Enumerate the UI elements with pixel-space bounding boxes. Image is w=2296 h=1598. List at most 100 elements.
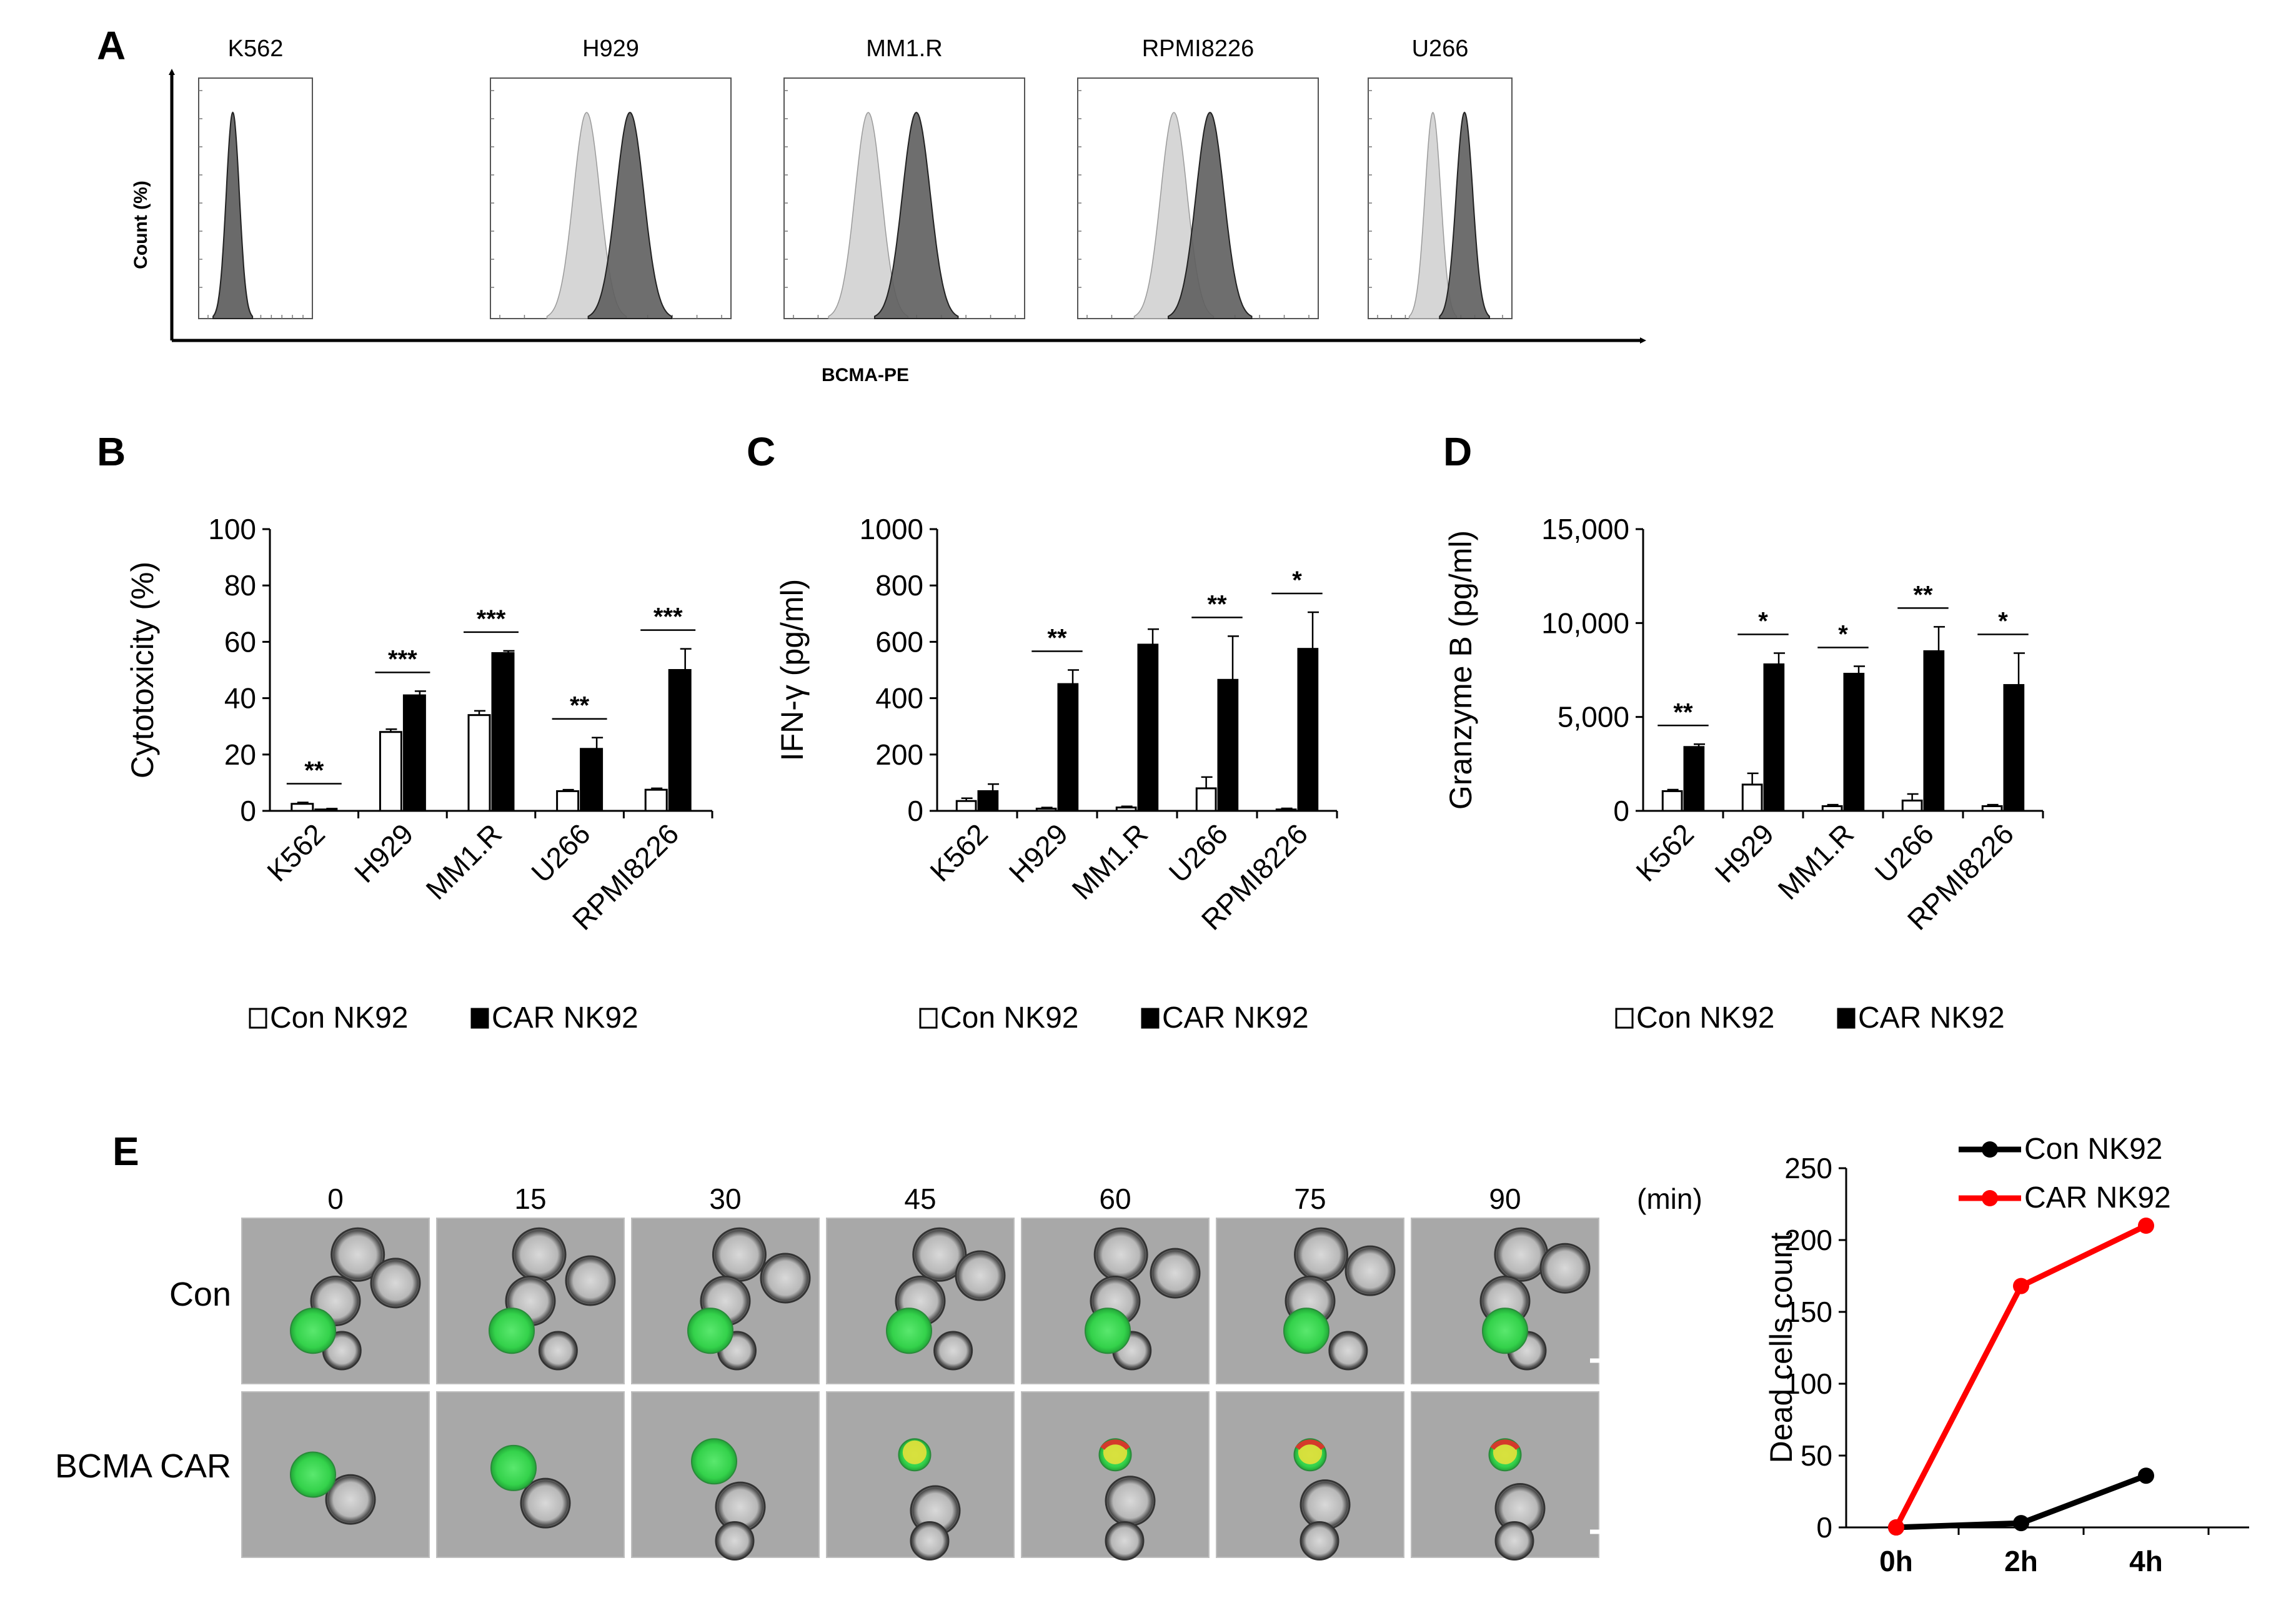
category-label-1-0: K562: [261, 817, 331, 888]
legend-swatch-car-3: [1837, 1008, 1856, 1029]
y-tick-label-2-0: 0: [907, 795, 923, 827]
cell-0-3-1: [955, 1250, 1006, 1301]
hist-bcma-0: [212, 111, 254, 319]
sig-mark-3-3: **: [1913, 581, 1933, 608]
legend-swatch-con-2: [919, 1008, 938, 1029]
target-cell-1-2: [691, 1438, 737, 1485]
line-legend-label-1: CAR NK92: [2024, 1181, 2171, 1214]
bar-3-s1-1: [1763, 663, 1785, 812]
cell-0-2-1: [760, 1253, 811, 1304]
data-point-1-0: [1888, 1519, 1904, 1536]
hist-ylabel: Count (%): [131, 181, 151, 269]
panel-d: D Granzyme B (pg/ml) 0 5,000 10,000 15,000 K5…: [1443, 429, 2044, 1035]
y-tick-label-2-4: 800: [875, 569, 923, 602]
y-tick-label-3-1: 5,000: [1558, 701, 1629, 733]
y-tick-label-2-3: 600: [875, 625, 923, 658]
category-label-1-2: MM1.R: [419, 817, 508, 906]
cell-0-6-1: [1539, 1243, 1591, 1294]
target-cell-0-5: [1283, 1308, 1329, 1354]
panel-letter-d: D: [1443, 429, 1472, 474]
data-point-0-1: [2013, 1515, 2029, 1532]
sig-mark-1-3: **: [570, 692, 590, 720]
category-label-3-0: K562: [1629, 817, 1700, 888]
line-legend-marker-1: [1982, 1190, 1998, 1206]
cell-1-4-1: [1105, 1521, 1145, 1561]
cell-1-4-0: [1105, 1476, 1156, 1527]
yellow-signal-5: [1298, 1440, 1323, 1464]
category-label-3-2: MM1.R: [1771, 817, 1860, 906]
category-label-2-1: H929: [1003, 817, 1075, 889]
category-label-3-3: U266: [1869, 817, 1941, 889]
cell-0-4-0: [1093, 1227, 1148, 1282]
sig-mark-1-4: ***: [654, 603, 683, 631]
cell-0-0-1: [370, 1258, 421, 1309]
legend-label-con-1: Con NK92: [270, 1001, 408, 1035]
bar-1-s1-2: [491, 652, 515, 812]
bar-3-s1-3: [1923, 650, 1945, 812]
y-tick-label-1-3: 60: [224, 625, 256, 658]
time-label-3: 45: [904, 1183, 936, 1215]
legend-label-car-3: CAR NK92: [1858, 1001, 2005, 1035]
red-signal-5: [1295, 1439, 1325, 1451]
time-label-5: 75: [1294, 1183, 1326, 1215]
line-x-tick-label-0: 0h: [1879, 1545, 1913, 1577]
y-axis-label-2: IFN-γ (pg/ml): [775, 579, 810, 762]
line-x-tick-label-2: 4h: [2129, 1545, 2163, 1577]
yellow-signal-4: [1103, 1440, 1128, 1464]
line-y-tick-label-5: 250: [1784, 1152, 1832, 1184]
hist-bcma-3: [1167, 111, 1253, 319]
bar-3-s0-0: [1661, 790, 1683, 812]
category-label-2-3: U266: [1163, 817, 1235, 889]
sig-mark-3-2: *: [1838, 620, 1848, 648]
line-y-tick-label-2: 100: [1784, 1367, 1832, 1400]
y-tick-label-3-0: 0: [1613, 795, 1629, 827]
bar-2-s0-2: [1115, 806, 1137, 812]
legend-label-con-2: Con NK92: [940, 1001, 1078, 1035]
cell-1-2-1: [715, 1521, 755, 1561]
bar-1-s1-0: [314, 808, 338, 812]
line-y-tick-label-3: 150: [1784, 1296, 1832, 1328]
row-label-bcma-car: BCMA CAR: [55, 1447, 231, 1485]
bar-1-s1-4: [668, 669, 692, 812]
cell-1-0-0: [325, 1474, 376, 1525]
y-axis-label-1: Cytotoxicity (%): [125, 562, 160, 778]
sig-mark-3-1: *: [1758, 607, 1768, 635]
panel-e-line-chart: Dead cells count 0 50 100 150 200 250 0h 2h 4h Con…: [1764, 1133, 2249, 1577]
cell-1-6-1: [1494, 1521, 1534, 1561]
red-signal-4: [1100, 1439, 1130, 1451]
y-axis-label-3: Granzyme B (pg/ml): [1443, 530, 1478, 810]
hist-title-4: U266: [1412, 36, 1469, 62]
target-cell-0-2: [687, 1308, 733, 1354]
yellow-signal-3: [902, 1440, 927, 1464]
hist-frame-0: [198, 77, 313, 319]
legend-swatch-car-2: [1141, 1008, 1160, 1029]
line-legend-marker-0: [1982, 1141, 1998, 1158]
y-tick-label-1-5: 100: [208, 513, 256, 545]
target-cell-0-1: [489, 1308, 535, 1354]
bar-3-s1-2: [1843, 673, 1865, 812]
cell-0-6-0: [1494, 1227, 1549, 1282]
hist-title-2: MM1.R: [866, 36, 942, 62]
bar-2-s1-4: [1297, 648, 1319, 812]
hist-title-0: K562: [228, 36, 284, 62]
time-label-0: 0: [327, 1183, 344, 1215]
bar-1-s0-2: [467, 714, 491, 812]
cell-0-4-1: [1150, 1248, 1201, 1299]
bar-3-s0-1: [1741, 783, 1763, 812]
panel-letter-c: C: [747, 429, 775, 474]
sig-mark-3-4: *: [1998, 607, 2008, 635]
cell-0-5-0: [1294, 1227, 1349, 1282]
data-point-0-2: [2138, 1467, 2154, 1484]
bar-1-s1-3: [580, 748, 604, 812]
cell-0-2-0: [712, 1227, 767, 1282]
target-cell-1-1: [490, 1444, 537, 1491]
hist-bcma-4: [1439, 111, 1490, 319]
cell-0-3-3: [933, 1331, 973, 1371]
cell-1-3-1: [910, 1521, 950, 1561]
bar-3-s1-0: [1683, 746, 1705, 812]
cell-0-3-0: [912, 1227, 967, 1282]
y-tick-label-2-2: 400: [875, 682, 923, 715]
bar-2-s0-4: [1275, 808, 1297, 812]
legend-label-car-1: CAR NK92: [492, 1001, 639, 1035]
